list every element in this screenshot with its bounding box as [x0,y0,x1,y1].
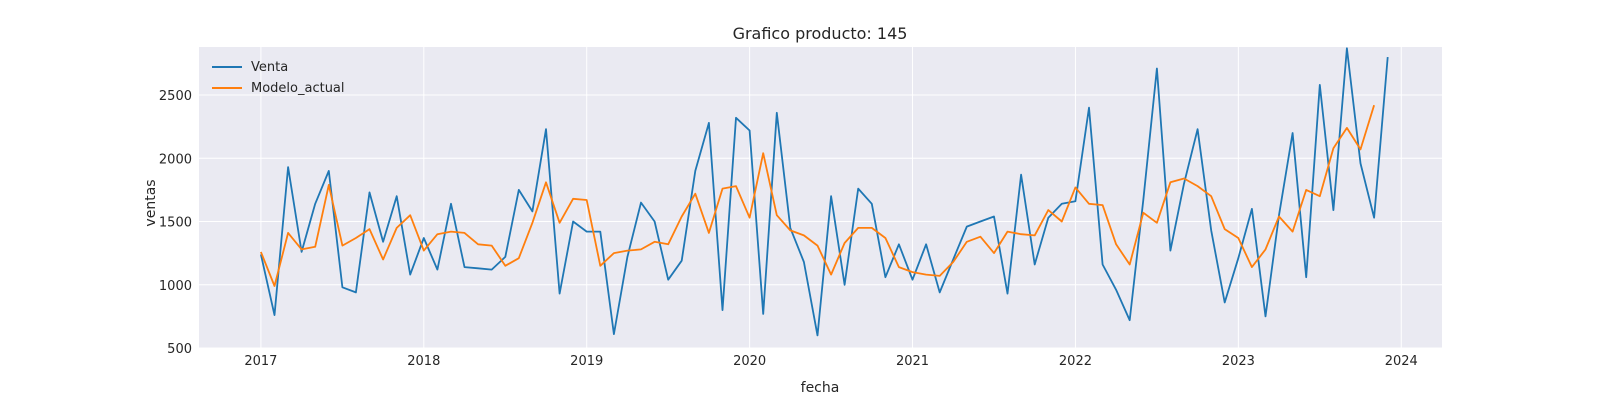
x-tick-label: 2019 [570,354,603,369]
legend-label-modelo-actual: Modelo_actual [251,81,345,96]
y-tick-labels: 500 1000 1500 2000 2500 [159,89,192,357]
x-tick-label: 2017 [244,354,277,369]
y-tick-label: 1000 [159,279,192,294]
x-tick-label: 2018 [407,354,440,369]
x-tick-label: 2022 [1059,354,1092,369]
x-tick-label: 2024 [1385,354,1418,369]
y-tick-label: 2000 [159,152,192,167]
y-tick-label: 500 [167,342,192,357]
series-lines [260,47,1389,337]
x-tick-label: 2021 [896,354,929,369]
grid-lines [199,47,1442,349]
y-axis-label: ventas [143,179,159,226]
legend: Venta Modelo_actual [212,60,345,96]
x-axis-label: fecha [801,380,840,396]
legend-label-venta: Venta [251,60,288,75]
chart-title: Grafico producto: 145 [733,24,908,43]
x-tick-label: 2020 [733,354,766,369]
x-tick-labels: 2017 2018 2019 2020 2021 2022 2023 2024 [244,354,1417,369]
series-line-modelo-actual [260,104,1375,287]
y-tick-label: 1500 [159,216,192,231]
y-tick-label: 2500 [159,89,192,104]
x-tick-label: 2023 [1222,354,1255,369]
series-line-venta [260,47,1389,337]
